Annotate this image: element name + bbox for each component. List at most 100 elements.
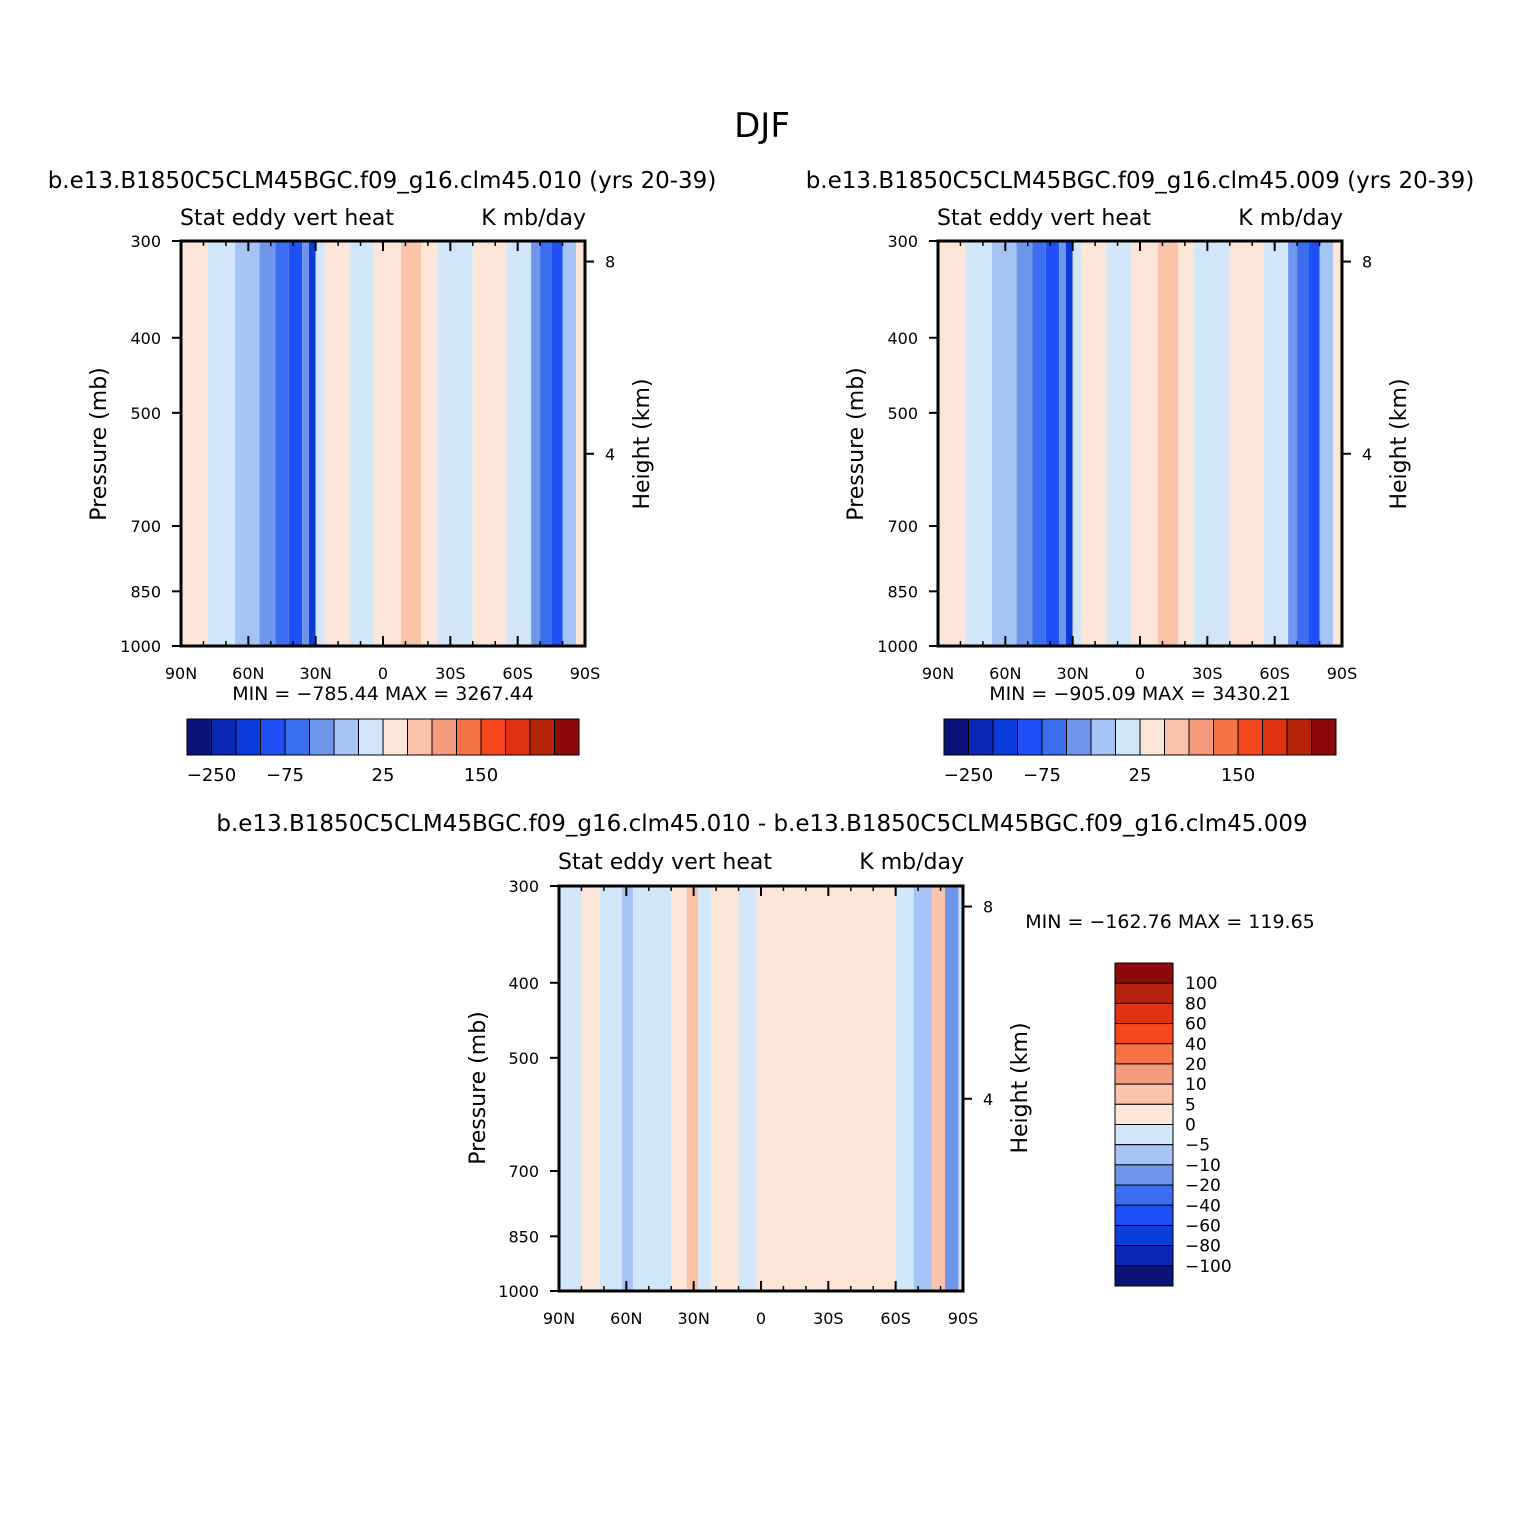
colorbar-swatch <box>1114 1164 1174 1186</box>
colorbar-swatch <box>309 718 335 756</box>
field-band <box>1333 241 1342 646</box>
colorbar-swatch <box>382 718 408 756</box>
colorbar-swatch <box>1114 1224 1174 1247</box>
field-band <box>275 241 289 646</box>
field-band <box>374 241 401 646</box>
colorbar-swatch <box>333 718 359 756</box>
field-band <box>308 241 316 646</box>
panel-2-stats: MIN = −905.09 MAX = 3430.21 <box>989 683 1291 705</box>
x-tick-label: 0 <box>756 1309 766 1328</box>
colorbar-swatch <box>1164 718 1190 756</box>
colorbar-swatch <box>1114 1265 1174 1287</box>
x-tick-label: 90S <box>948 1309 979 1328</box>
colorbar-label: −20 <box>1185 1176 1221 1196</box>
field-band <box>1072 241 1082 646</box>
colorbar-label: 25 <box>372 765 395 786</box>
colorbar-swatch <box>1114 1002 1174 1025</box>
y-tick-label: 1000 <box>498 1282 539 1301</box>
height-tick-label: 8 <box>1362 253 1372 272</box>
field-band <box>349 241 375 646</box>
panel-2-colorbar: −250 −75 25 150 <box>943 718 1337 786</box>
y-tick-label: 700 <box>887 517 918 536</box>
field-band <box>559 886 582 1291</box>
field-band <box>698 886 712 1291</box>
field-band <box>756 886 896 1291</box>
x-tick-label: 90N <box>543 1309 575 1328</box>
field-band <box>686 886 699 1291</box>
colorbar-label: −5 <box>1185 1136 1210 1156</box>
colorbar-label: 100 <box>1185 974 1217 994</box>
panel-1: b.e13.B1850C5CLM45BGC.f09_g16.clm45.010 … <box>48 168 717 786</box>
colorbar-swatch <box>1041 718 1067 756</box>
field-band <box>1288 241 1298 646</box>
colorbar-swatch <box>1090 718 1116 756</box>
field-band <box>1157 241 1179 646</box>
field-band <box>436 241 473 646</box>
panel-2-right-label: K mb/day <box>1238 206 1343 231</box>
field-band <box>1229 241 1264 646</box>
colorbar-swatch <box>1114 1043 1174 1065</box>
panel-1-plot: 90N 60N 30N 0 30S 60S 90S 300 400 500 700 850 1000 8 4 <box>120 232 615 683</box>
y-tick-label: 700 <box>508 1162 539 1181</box>
panel-3-right-label: K mb/day <box>859 850 964 875</box>
x-tick-label: 0 <box>1135 664 1145 683</box>
panel-3-plot: 90N 60N 30N 0 30S 60S 90S 300 400 500 700 850 1000 8 4 <box>498 877 993 1328</box>
panel-3-title: b.e13.B1850C5CLM45BGC.f09_g16.clm45.010 … <box>216 811 1307 837</box>
field-band <box>506 241 532 646</box>
panel-1-ylabel-right: Height (km) <box>630 378 655 509</box>
field-band <box>945 886 959 1291</box>
x-tick-label: 60S <box>880 1309 911 1328</box>
colorbar-swatch <box>358 718 384 756</box>
field-band <box>1319 241 1334 646</box>
height-tick-label: 8 <box>605 253 615 272</box>
field-band <box>302 241 309 646</box>
y-tick-label: 400 <box>130 329 161 348</box>
field-band <box>671 886 687 1291</box>
page-title: DJF <box>734 106 790 146</box>
colorbar-label: 80 <box>1185 994 1207 1014</box>
colorbar-label: 20 <box>1185 1055 1207 1075</box>
colorbar-label: −60 <box>1185 1216 1221 1236</box>
field-band <box>958 886 963 1291</box>
x-tick-label: 0 <box>378 664 388 683</box>
colorbar-swatch <box>1213 718 1239 756</box>
y-tick-label: 300 <box>508 877 539 896</box>
panel-2-ylabel: Pressure (mb) <box>844 367 869 521</box>
panel-1-title: b.e13.B1850C5CLM45BGC.f09_g16.clm45.010 … <box>48 168 717 194</box>
panel-2-left-label: Stat eddy vert heat <box>937 206 1151 231</box>
field-band <box>599 886 622 1291</box>
colorbar-label: −100 <box>1185 1257 1232 1277</box>
colorbar-swatch <box>1114 1103 1174 1125</box>
field-band <box>895 886 914 1291</box>
x-tick-label: 60N <box>610 1309 642 1328</box>
colorbar-label: −40 <box>1185 1196 1221 1216</box>
colorbar-swatch <box>1114 1184 1174 1206</box>
panel-3-left-label: Stat eddy vert heat <box>558 850 772 875</box>
height-tick-label: 4 <box>605 445 615 464</box>
field-band <box>324 241 350 646</box>
field-band <box>400 241 422 646</box>
x-tick-label: 90S <box>1327 664 1358 683</box>
x-tick-label: 90N <box>165 664 197 683</box>
y-tick-label: 1000 <box>877 637 918 656</box>
field-band <box>472 241 507 646</box>
field-band <box>562 241 577 646</box>
colorbar-swatch <box>1114 1245 1174 1267</box>
colorbar-swatch <box>1262 718 1288 756</box>
y-tick-label: 1000 <box>120 637 161 656</box>
panel-1-stats: MIN = −785.44 MAX = 3267.44 <box>232 683 534 705</box>
field-band <box>551 241 563 646</box>
colorbar-swatch <box>992 718 1018 756</box>
colorbar-swatch <box>1114 982 1174 1004</box>
colorbar-label: −75 <box>1023 765 1061 786</box>
colorbar-swatch <box>1286 718 1312 756</box>
x-tick-label: 60N <box>989 664 1021 683</box>
colorbar-swatch <box>235 718 261 756</box>
colorbar-swatch <box>968 718 994 756</box>
colorbar-swatch <box>284 718 310 756</box>
field-band <box>964 241 992 646</box>
y-tick-label: 300 <box>887 232 918 251</box>
colorbar-label: −80 <box>1185 1237 1221 1257</box>
panel-2: b.e13.B1850C5CLM45BGC.f09_g16.clm45.009 … <box>806 168 1475 786</box>
